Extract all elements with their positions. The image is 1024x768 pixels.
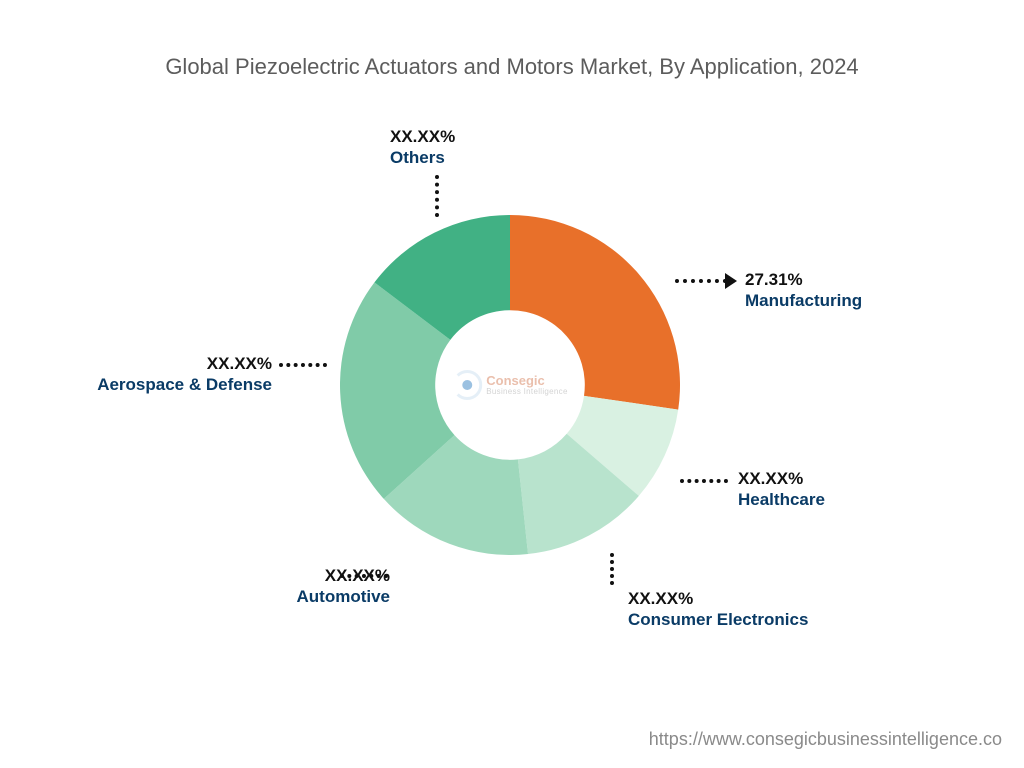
callout-label: Others: [390, 147, 455, 168]
center-logo: Consegic Business Intelligence: [452, 370, 567, 400]
callout-pct: XX.XX%: [390, 126, 455, 147]
callout-aerospace: XX.XX% Aerospace & Defense: [76, 353, 272, 396]
callout-automotive: XX.XX% Automotive: [240, 603, 390, 608]
callout-pct: XX.XX%: [738, 468, 825, 489]
callout-label: Healthcare: [738, 489, 825, 510]
logo-line2: Business Intelligence: [486, 388, 567, 396]
source-url: https://www.consegicbusinessintelligence…: [649, 729, 1002, 750]
leader-aerospace: [279, 363, 327, 367]
donut-chart: Consegic Business Intelligence: [340, 215, 680, 555]
leader-healthcare: [680, 479, 728, 483]
leader-manufacturing: [675, 279, 735, 283]
callout-label: Automotive: [240, 586, 390, 607]
callout-healthcare: XX.XX% Healthcare: [738, 468, 825, 511]
callout-label: Consumer Electronics: [628, 609, 808, 630]
callout-others: XX.XX% Others: [390, 126, 455, 169]
callout-pct: 27.31%: [745, 269, 862, 290]
logo-line1: Consegic: [486, 374, 567, 388]
callout-consumer: XX.XX% Consumer Electronics: [628, 588, 808, 631]
leader-consumer: [610, 553, 614, 585]
callout-manufacturing: 27.31% Manufacturing: [745, 269, 862, 312]
leader-others: [435, 175, 439, 217]
callout-pct: XX.XX%: [76, 353, 272, 374]
callout-pct: XX.XX%: [240, 565, 390, 586]
callout-label: Manufacturing: [745, 290, 862, 311]
callout-pct: XX.XX%: [628, 588, 808, 609]
logo-icon: [452, 370, 482, 400]
chart-title: Global Piezoelectric Actuators and Motor…: [0, 54, 1024, 80]
arrow-icon: [725, 273, 737, 289]
callout-label: Aerospace & Defense: [76, 374, 272, 395]
